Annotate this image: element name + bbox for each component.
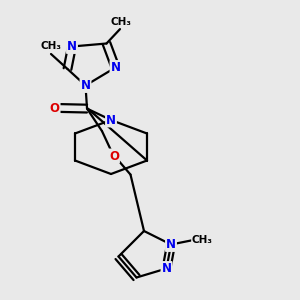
Text: O: O xyxy=(109,149,119,163)
Text: N: N xyxy=(161,262,172,275)
Text: O: O xyxy=(50,101,60,115)
Text: N: N xyxy=(80,79,91,92)
Text: N: N xyxy=(106,113,116,127)
Text: N: N xyxy=(67,40,77,53)
Text: N: N xyxy=(166,238,176,251)
Text: CH₃: CH₃ xyxy=(192,235,213,245)
Text: CH₃: CH₃ xyxy=(111,16,132,27)
Text: CH₃: CH₃ xyxy=(40,41,61,52)
Text: N: N xyxy=(110,61,121,74)
